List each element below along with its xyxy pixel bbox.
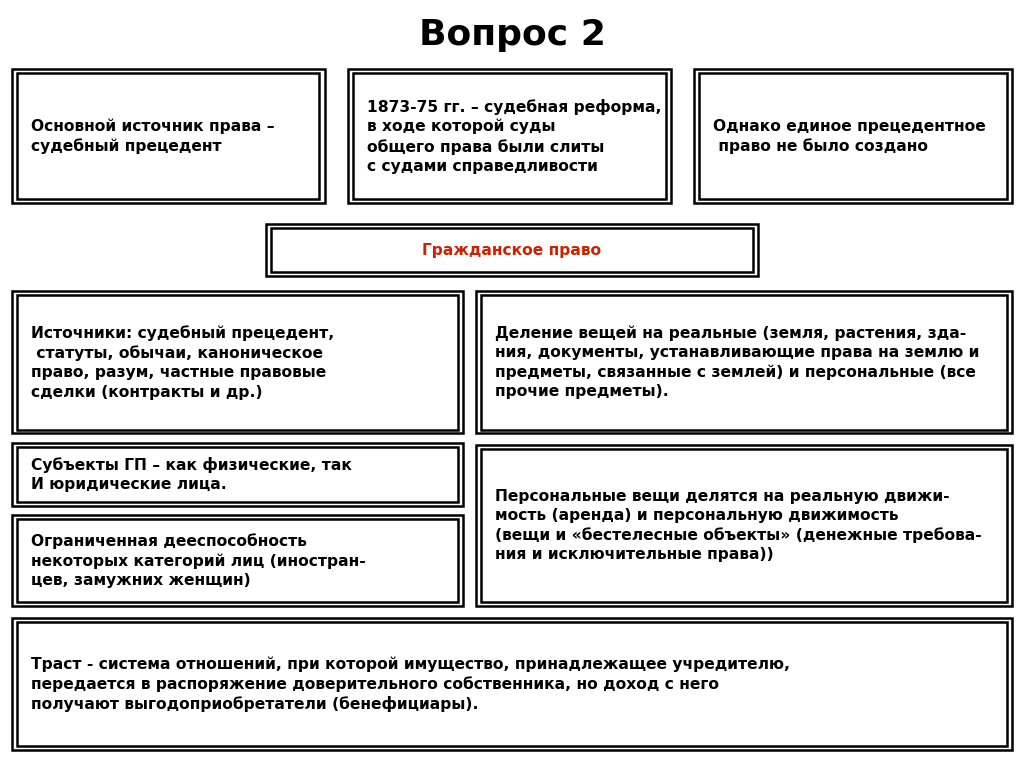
Bar <box>17 519 458 602</box>
Text: Гражданское право: Гражданское право <box>423 242 601 258</box>
Text: Однако единое прецедентное
 право не было создано: Однако единое прецедентное право не было… <box>713 119 985 153</box>
Bar <box>12 443 463 506</box>
Text: 1873-75 гг. – судебная реформа,
в ходе которой суды
общего права были слиты
с су: 1873-75 гг. – судебная реформа, в ходе к… <box>367 98 662 174</box>
Bar <box>17 295 458 430</box>
Bar <box>12 69 325 203</box>
Bar <box>481 295 1007 430</box>
Text: Субъекты ГП – как физические, так
И юридические лица.: Субъекты ГП – как физические, так И юрид… <box>31 457 351 492</box>
Text: Ограниченная дееспособность
некоторых категорий лиц (иностран-
цев, замужних жен: Ограниченная дееспособность некоторых ка… <box>31 533 366 588</box>
Bar <box>476 291 1012 433</box>
Text: Деление вещей на реальные (земля, растения, зда-
ния, документы, устанавливающие: Деление вещей на реальные (земля, растен… <box>495 325 979 400</box>
Bar <box>481 449 1007 602</box>
Bar <box>694 69 1012 203</box>
Bar <box>12 618 1012 750</box>
Text: Персональные вещи делятся на реальную движи-
мость (аренда) и персональную движи: Персональные вещи делятся на реальную дв… <box>495 489 981 562</box>
Bar <box>476 445 1012 606</box>
Bar <box>12 291 463 433</box>
Bar <box>17 447 458 502</box>
Bar <box>353 73 666 199</box>
Bar <box>17 73 319 199</box>
Bar <box>699 73 1007 199</box>
Text: Вопрос 2: Вопрос 2 <box>419 18 605 51</box>
Bar <box>17 622 1007 746</box>
Bar <box>12 515 463 606</box>
Text: Основной источник права –
судебный прецедент: Основной источник права – судебный преце… <box>31 118 274 154</box>
Bar <box>348 69 671 203</box>
Bar <box>266 224 758 276</box>
Bar <box>271 228 753 272</box>
Text: Траст - система отношений, при которой имущество, принадлежащее учредителю,
пере: Траст - система отношений, при которой и… <box>31 656 790 713</box>
Text: Источники: судебный прецедент,
 статуты, обычаи, каноническое
право, разум, част: Источники: судебный прецедент, статуты, … <box>31 325 334 400</box>
